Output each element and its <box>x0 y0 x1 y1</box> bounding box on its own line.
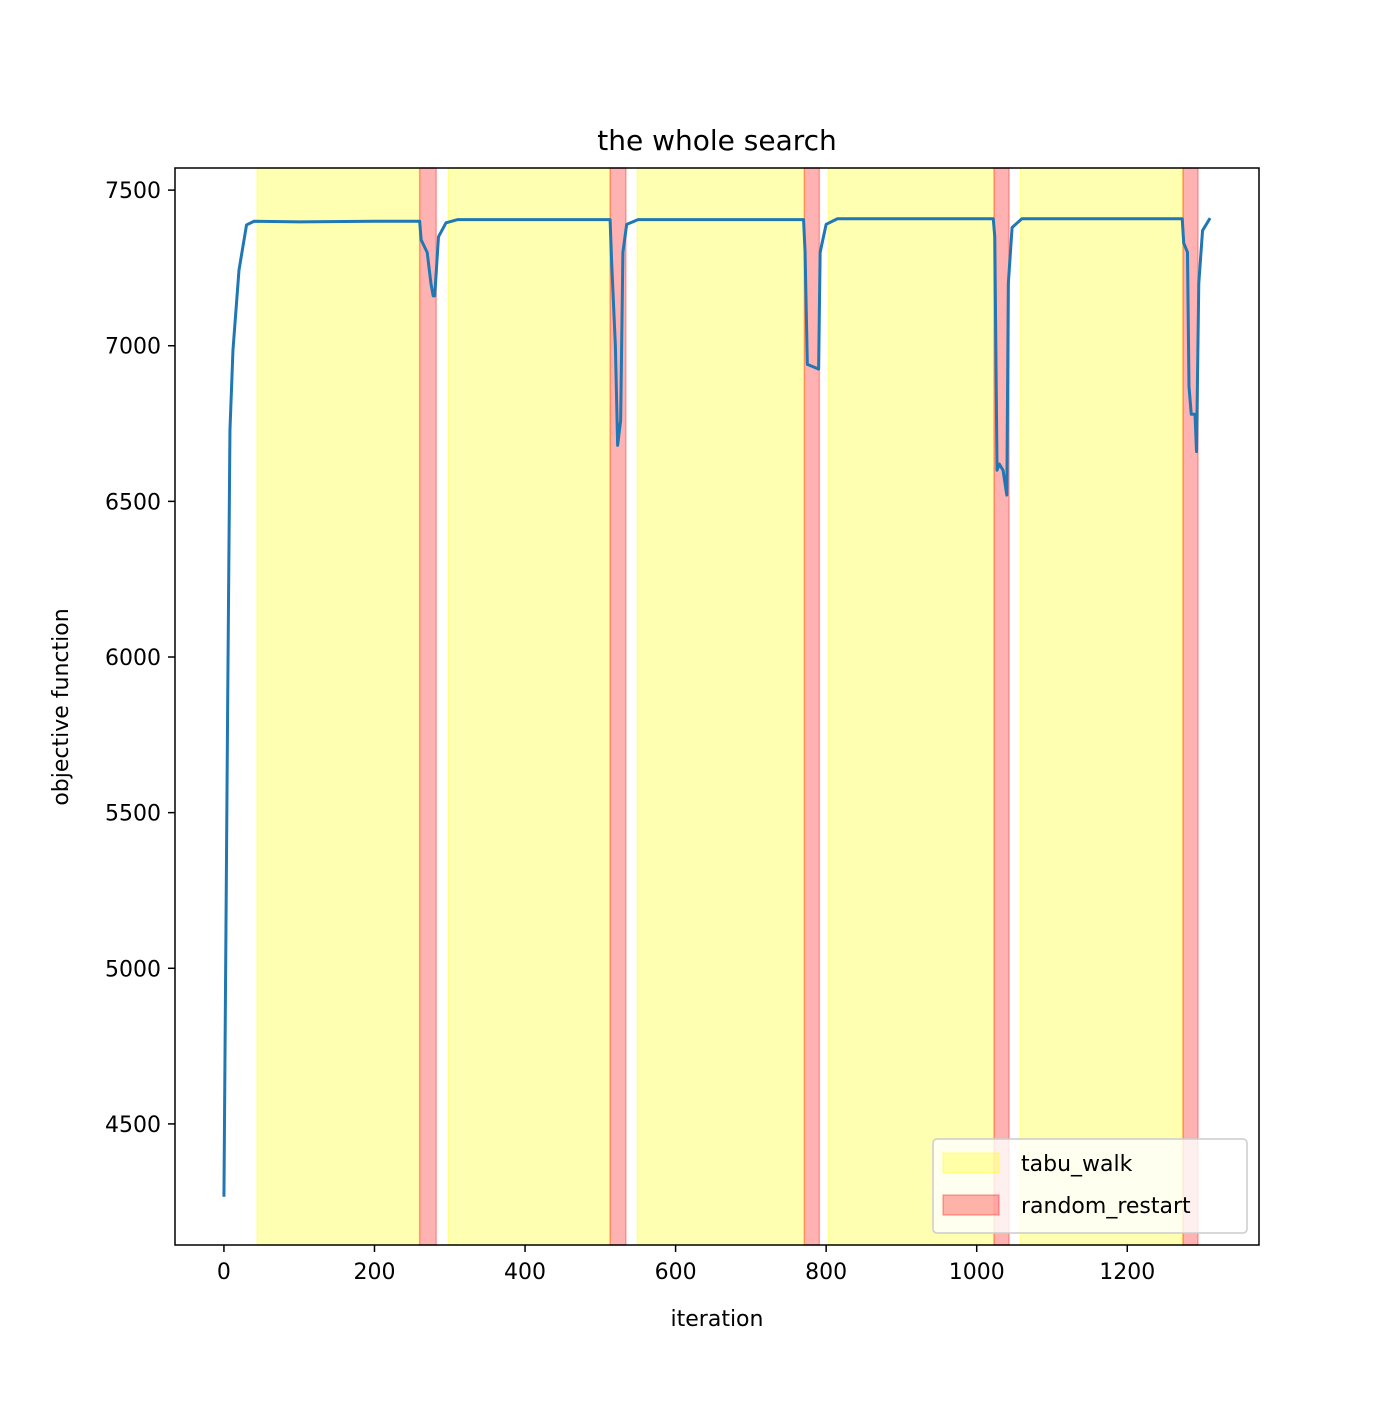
x-tick-label: 200 <box>353 1260 395 1285</box>
legend-box <box>932 1138 1248 1234</box>
y-tick-label: 5000 <box>105 957 161 982</box>
x-tick-label: 0 <box>217 1260 231 1285</box>
x-tick-label: 600 <box>655 1260 697 1285</box>
y-tick-label: 4500 <box>105 1113 161 1138</box>
y-tick-label: 5500 <box>105 802 161 827</box>
span <box>636 167 806 1246</box>
span <box>609 167 627 1246</box>
span <box>1019 167 1184 1246</box>
span <box>447 167 611 1246</box>
span <box>418 167 437 1246</box>
legend-label: random_restart <box>1021 1194 1191 1219</box>
legend-label: tabu_walk <box>1021 1152 1133 1177</box>
plot-frame <box>174 167 1260 1246</box>
line <box>222 217 1212 1197</box>
legend-swatch <box>942 1152 1000 1174</box>
y-tick-label: 6000 <box>105 646 161 671</box>
span <box>256 167 421 1246</box>
x-tick-label: 1200 <box>1099 1260 1155 1285</box>
x-axis-label: iteration <box>671 1307 764 1332</box>
span <box>1182 167 1199 1246</box>
chart-title: the whole search <box>597 124 837 157</box>
y-tick-label: 7500 <box>105 179 161 204</box>
span <box>827 167 995 1246</box>
legend-swatch <box>942 1194 1000 1216</box>
y-tick-label: 6500 <box>105 490 161 515</box>
x-tick-label: 800 <box>805 1260 847 1285</box>
x-tick-label: 1000 <box>949 1260 1005 1285</box>
x-tick-label: 400 <box>504 1260 546 1285</box>
y-tick-label: 7000 <box>105 335 161 360</box>
y-axis-label: objective function <box>49 608 74 805</box>
